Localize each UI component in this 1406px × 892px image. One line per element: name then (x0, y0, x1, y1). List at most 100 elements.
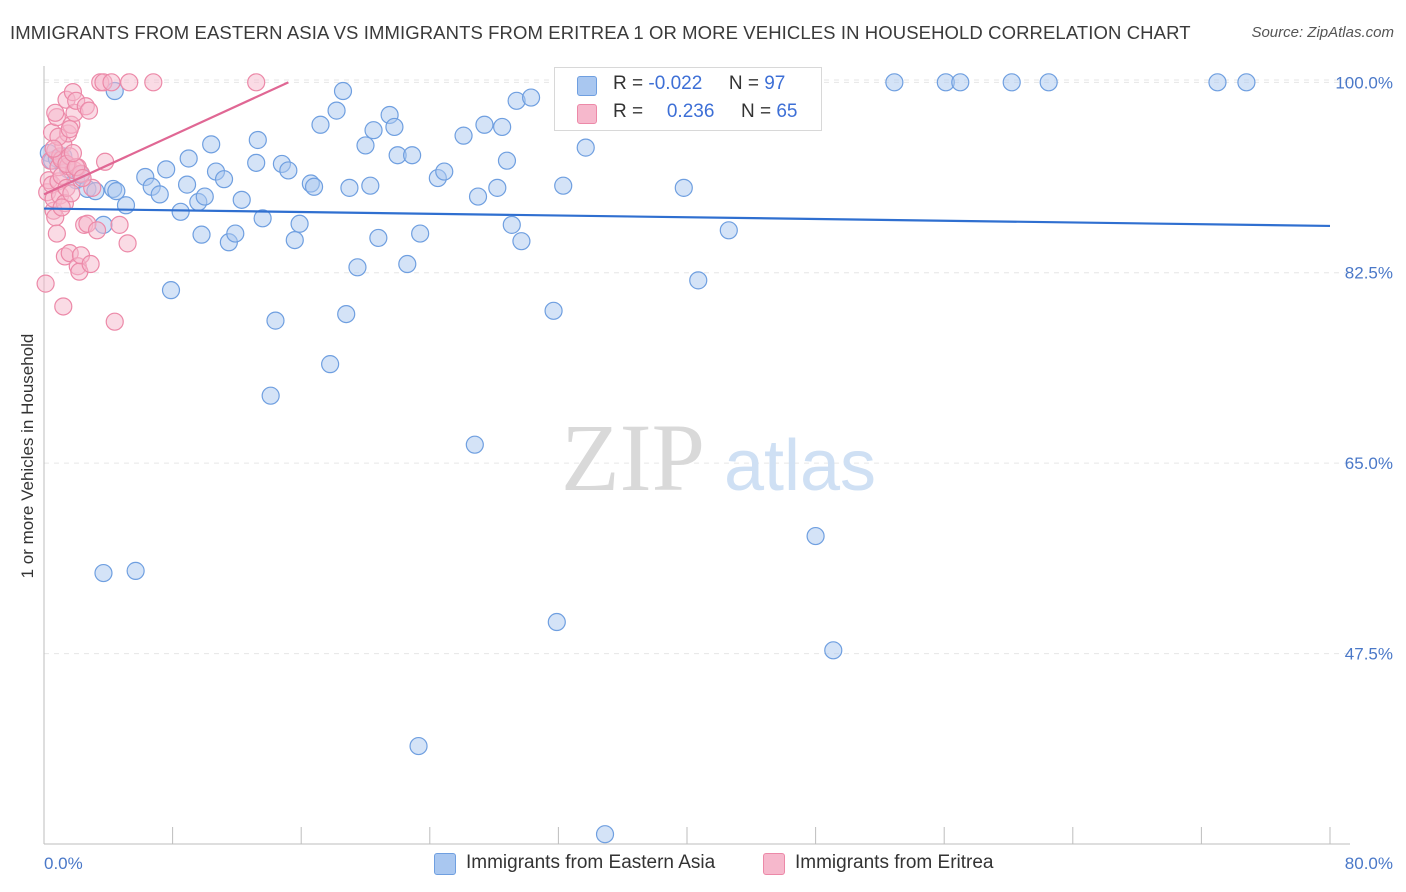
point-eastern-asia-87 (951, 73, 970, 92)
watermark-atlas: atlas (724, 426, 876, 506)
point-eastern-asia-17 (161, 281, 181, 300)
point-eastern-asia-35 (279, 161, 298, 180)
point-eastern-asia-41 (321, 355, 340, 374)
trend-line-eastern-asia (43, 207, 1331, 228)
point-eastern-asia-58 (435, 162, 454, 181)
point-eastern-asia-46 (348, 258, 367, 277)
point-eastern-asia-50 (369, 228, 388, 248)
point-eritrea-42 (79, 101, 99, 120)
point-eritrea-50 (105, 312, 124, 331)
y-tick-label-3: 100.0% (1335, 73, 1393, 92)
point-eastern-asia-91 (1237, 73, 1256, 92)
point-eastern-asia-15 (150, 185, 169, 204)
point-eastern-asia-12 (116, 196, 136, 215)
legend-n-value-eritrea: 65 (776, 101, 798, 122)
point-eritrea-64 (63, 143, 83, 163)
point-eastern-asia-37 (290, 214, 309, 233)
point-eastern-asia-88 (1002, 73, 1021, 92)
point-eritrea-60 (46, 103, 65, 122)
y-tick-label-0: 47.5% (1345, 645, 1393, 664)
point-eastern-asia-61 (468, 187, 488, 206)
point-eastern-asia-39 (304, 177, 324, 196)
point-eastern-asia-27 (226, 224, 245, 243)
correlation-legend: R = -0.022 N = 97 R = 0.236 N = 65 (554, 67, 822, 131)
point-eastern-asia-71 (547, 612, 566, 632)
point-eritrea-29 (62, 184, 81, 203)
tick-labels: 47.5% 65.0% 82.5% 100.0% 0.0% 80.0% (44, 73, 1393, 873)
point-eastern-asia-49 (364, 121, 383, 140)
point-eastern-asia-95 (192, 225, 211, 244)
point-eastern-asia-83 (806, 526, 825, 546)
point-eastern-asia-43 (333, 81, 353, 101)
point-eastern-asia-79 (674, 178, 693, 197)
point-eastern-asia-42 (327, 101, 346, 120)
legend-n-label: N = (740, 101, 772, 122)
point-eastern-asia-72 (554, 176, 573, 195)
point-eastern-asia-48 (361, 176, 380, 195)
trend-line-eritrea (43, 81, 289, 196)
point-eastern-asia-80 (689, 271, 708, 290)
point-eritrea-55 (247, 73, 266, 92)
watermark-zip: ZIP (561, 404, 705, 511)
point-eastern-asia-19 (177, 175, 197, 194)
point-eastern-asia-16 (157, 160, 176, 179)
legend-key-eritrea (763, 853, 785, 875)
point-eritrea-48 (95, 152, 115, 171)
point-eastern-asia-32 (261, 386, 280, 405)
point-eastern-asia-52 (385, 117, 404, 137)
point-eastern-asia-63 (488, 178, 507, 197)
point-eastern-asia-20 (179, 149, 198, 168)
point-eritrea-63 (44, 139, 63, 158)
legend-r-value-eritrea: 0.236 (666, 101, 715, 122)
point-eastern-asia-89 (1039, 73, 1058, 92)
point-eastern-asia-31 (253, 209, 272, 228)
point-eastern-asia-69 (521, 88, 541, 107)
legend-n-label: N = (728, 73, 759, 94)
trend-lines (43, 81, 1331, 228)
legend-r-label: R = (613, 73, 644, 94)
legend-swatch-eastern-asia (577, 76, 597, 96)
point-eastern-asia-81 (719, 221, 738, 240)
legend-key-eastern-asia (434, 853, 456, 875)
point-eastern-asia-66 (502, 215, 521, 234)
y-tick-label-2: 82.5% (1345, 264, 1393, 283)
point-eastern-asia-11 (107, 182, 126, 201)
watermark: ZIP atlas (561, 404, 876, 511)
point-eastern-asia-40 (311, 115, 330, 134)
point-eastern-asia-44 (337, 304, 356, 324)
point-eritrea-45 (87, 221, 107, 240)
x-tick-label-0: 0.0% (44, 854, 83, 873)
point-eritrea-62 (52, 198, 71, 217)
x-tick-label-1: 80.0% (1345, 854, 1393, 873)
point-eritrea-49 (102, 73, 121, 92)
point-eastern-asia-45 (340, 178, 359, 197)
point-eritrea-51 (110, 215, 129, 234)
point-eastern-asia-92 (126, 561, 145, 580)
point-eastern-asia-28 (232, 190, 251, 209)
point-eastern-asia-30 (248, 130, 267, 150)
point-eritrea-52 (118, 234, 137, 253)
point-eastern-asia-56 (411, 224, 430, 243)
point-eritrea-11 (47, 224, 66, 243)
point-eastern-asia-93 (94, 563, 113, 583)
point-eastern-asia-64 (493, 117, 512, 137)
point-eastern-asia-60 (465, 435, 484, 454)
point-eastern-asia-68 (512, 232, 531, 251)
y-tick-label-1: 65.0% (1345, 454, 1393, 473)
point-eastern-asia-47 (356, 136, 375, 155)
series-legend: Immigrants from Eastern Asia Immigrants … (0, 852, 1406, 876)
point-eastern-asia-25 (214, 170, 234, 189)
point-eastern-asia-90 (1208, 73, 1227, 92)
point-eritrea-0 (36, 274, 55, 293)
legend-label-eastern-asia: Immigrants from Eastern Asia (466, 852, 716, 873)
point-eritrea-43 (81, 254, 100, 274)
point-eastern-asia-33 (266, 311, 285, 330)
point-eastern-asia-74 (576, 138, 595, 157)
legend-n-value-eastern-asia: 97 (764, 73, 786, 94)
point-eastern-asia-65 (497, 151, 517, 170)
legend-label-eritrea: Immigrants from Eritrea (795, 852, 994, 873)
point-eastern-asia-62 (475, 115, 494, 134)
point-eastern-asia-55 (403, 146, 422, 165)
point-eastern-asia-23 (202, 135, 221, 154)
